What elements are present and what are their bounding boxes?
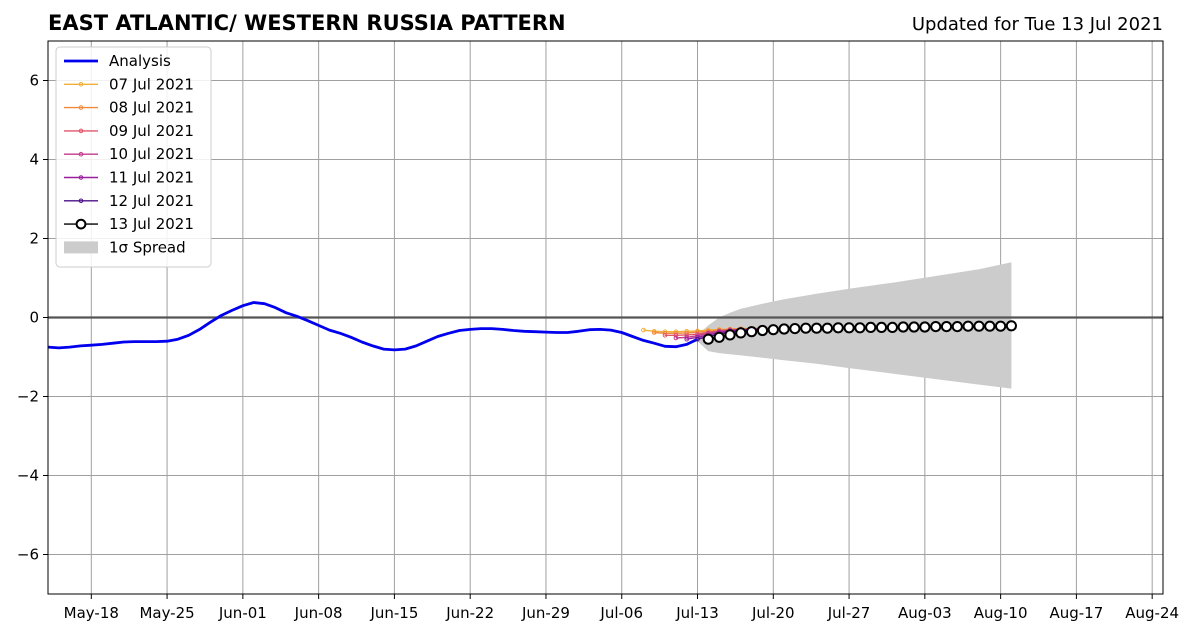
spread-band xyxy=(697,262,1012,389)
forecast-point xyxy=(995,320,1007,332)
forecast-point xyxy=(641,327,646,333)
legend-item: 1σ Spread xyxy=(64,238,186,256)
legend-swatch xyxy=(64,241,98,254)
legend-label: 07 Jul 2021 xyxy=(109,75,194,93)
forecast-point xyxy=(800,322,812,334)
legend-marker xyxy=(78,82,84,87)
forecast-point xyxy=(843,322,855,334)
forecast-point xyxy=(865,321,877,333)
x-axis: May-18 May-25 Jun-01 Jun-08 Jun-15 Jun-22 Jun-… xyxy=(64,594,1179,622)
legend-label: 1σ Spread xyxy=(109,238,186,256)
forecast-point xyxy=(756,324,769,337)
forecast-point xyxy=(713,331,725,343)
chart-title: EAST ATLANTIC/ WESTERN RUSSIA PATTERN xyxy=(48,11,566,35)
legend: Analysis 07 Jul 2021 08 Jul 2021 09 Jul 202… xyxy=(55,46,212,268)
legend-marker xyxy=(78,198,84,204)
spread-area xyxy=(697,262,1012,389)
y-tick-label: 6 xyxy=(29,72,39,90)
forecast-point xyxy=(875,321,888,333)
legend-item: 09 Jul 2021 xyxy=(64,122,194,140)
forecast-point xyxy=(673,335,679,341)
legend-label: 12 Jul 2021 xyxy=(109,192,194,210)
chart-subtitle: Updated for Tue 13 Jul 2021 xyxy=(912,14,1163,35)
x-tick-label: Aug-03 xyxy=(898,604,952,622)
x-tick-label: Jun-29 xyxy=(521,604,570,622)
forecast-point xyxy=(651,330,657,335)
forecast-point xyxy=(778,323,790,335)
forecast-point xyxy=(854,322,866,334)
forecast-point xyxy=(662,333,668,338)
analysis-line xyxy=(47,301,699,352)
y-tick-label: 4 xyxy=(29,151,39,169)
y-tick-label: −6 xyxy=(17,546,39,564)
legend-marker xyxy=(78,105,84,110)
forecast-point xyxy=(951,321,963,333)
legend-marker xyxy=(78,175,84,180)
forecast-point xyxy=(962,320,974,332)
legend-item: Analysis xyxy=(64,52,171,70)
legend-label: 09 Jul 2021 xyxy=(109,122,194,140)
legend-marker xyxy=(75,218,87,230)
forecast-point xyxy=(973,320,985,332)
forecast-point xyxy=(673,333,679,338)
forecast-point xyxy=(930,321,942,333)
x-tick-label: Aug-24 xyxy=(1125,604,1179,622)
x-tick-label: May-25 xyxy=(139,604,194,622)
legend-item: 11 Jul 2021 xyxy=(64,169,194,187)
legend-item: 12 Jul 2021 xyxy=(64,192,194,210)
legend-label: 10 Jul 2021 xyxy=(109,145,194,163)
forecast-point xyxy=(908,321,920,333)
x-tick-label: Jul-13 xyxy=(675,604,719,622)
forecast-point xyxy=(695,336,700,342)
forecast-point xyxy=(767,324,779,336)
forecast-point xyxy=(702,333,714,345)
legend-label: 13 Jul 2021 xyxy=(109,215,194,233)
forecast-point xyxy=(735,327,747,339)
legend-marker xyxy=(78,151,84,157)
x-tick-label: Jun-15 xyxy=(369,604,418,622)
legend-marker xyxy=(78,128,84,134)
x-tick-label: Jul-27 xyxy=(827,604,871,622)
forecast-point xyxy=(886,321,899,333)
legend-item: 07 Jul 2021 xyxy=(64,75,194,93)
forecast-point xyxy=(821,322,834,334)
y-tick-label: 0 xyxy=(29,309,39,327)
x-tick-label: Jul-06 xyxy=(599,604,643,622)
forecast-point xyxy=(746,326,758,338)
forecast-point xyxy=(684,336,690,342)
x-tick-label: Jul-20 xyxy=(751,604,795,622)
x-tick-label: Aug-17 xyxy=(1049,604,1103,622)
y-tick-label: −2 xyxy=(17,388,39,406)
legend-label: Analysis xyxy=(109,52,171,70)
forecast-point xyxy=(919,321,931,333)
series-13-jul-2021 xyxy=(702,320,1018,345)
legend-label: 11 Jul 2021 xyxy=(109,169,194,187)
y-tick-label: −4 xyxy=(17,467,39,485)
y-tick-label: 2 xyxy=(29,230,39,248)
x-tick-label: Jun-01 xyxy=(218,604,267,622)
x-tick-label: Aug-10 xyxy=(974,604,1028,622)
series-analysis xyxy=(47,301,699,352)
y-axis: 6 4 2 0 −2 −4 −6 xyxy=(17,72,48,564)
legend-item: 10 Jul 2021 xyxy=(64,145,194,163)
x-tick-label: Jun-08 xyxy=(294,604,343,622)
x-tick-label: Jun-22 xyxy=(445,604,494,622)
forecast-point xyxy=(789,323,801,335)
forecast-point xyxy=(984,320,996,332)
forecast-point xyxy=(724,329,736,341)
legend-box xyxy=(55,46,212,268)
forecast-point xyxy=(1005,320,1018,332)
forecast-point xyxy=(940,321,953,333)
legend-item: 13 Jul 2021 xyxy=(64,215,194,233)
forecast-point xyxy=(832,322,844,334)
legend-item: 08 Jul 2021 xyxy=(64,99,194,117)
forecast-point xyxy=(897,321,909,333)
legend-label: 08 Jul 2021 xyxy=(109,99,194,117)
series-layer xyxy=(47,301,1018,352)
x-tick-label: May-18 xyxy=(64,604,119,622)
forecast-point xyxy=(811,322,823,334)
